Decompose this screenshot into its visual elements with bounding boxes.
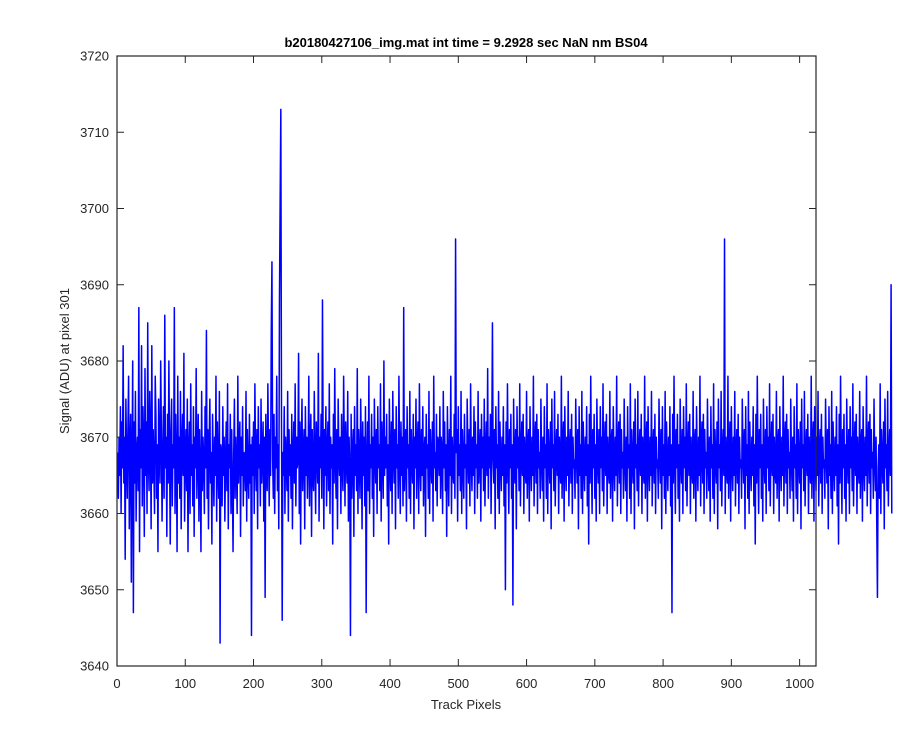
y-tick-label: 3710 [80,125,109,140]
y-tick-label: 3660 [80,506,109,521]
y-tick-label: 3670 [80,430,109,445]
x-axis-label: Track Pixels [431,697,502,712]
x-tick-label: 800 [652,676,674,691]
x-tick-label: 400 [379,676,401,691]
y-tick-label: 3720 [80,49,109,64]
x-tick-label: 1000 [785,676,814,691]
ticks-layer: 0 100 200 300 400 500 600 700 800 900 1000 3640 3650… [80,49,816,691]
x-tick-label: 0 [113,676,120,691]
y-tick-label: 3640 [80,659,109,674]
x-tick-label: 100 [174,676,196,691]
y-tick-label: 3690 [80,277,109,292]
x-tick-label: 300 [311,676,333,691]
x-tick-label: 200 [243,676,265,691]
x-tick-label: 500 [447,676,469,691]
y-tick-label: 3650 [80,582,109,597]
y-tick-label: 3700 [80,201,109,216]
chart-title: b20180427106_img.mat int time = 9.2928 s… [284,35,648,50]
x-tick-label: 700 [584,676,606,691]
y-axis-label: Signal (ADU) at pixel 301 [57,288,72,434]
x-tick-label: 600 [516,676,538,691]
series-layer [116,108,893,644]
x-tick-label: 900 [721,676,743,691]
y-tick-label: 3680 [80,354,109,369]
plot-area [117,56,816,666]
signal-series-line [116,108,893,644]
